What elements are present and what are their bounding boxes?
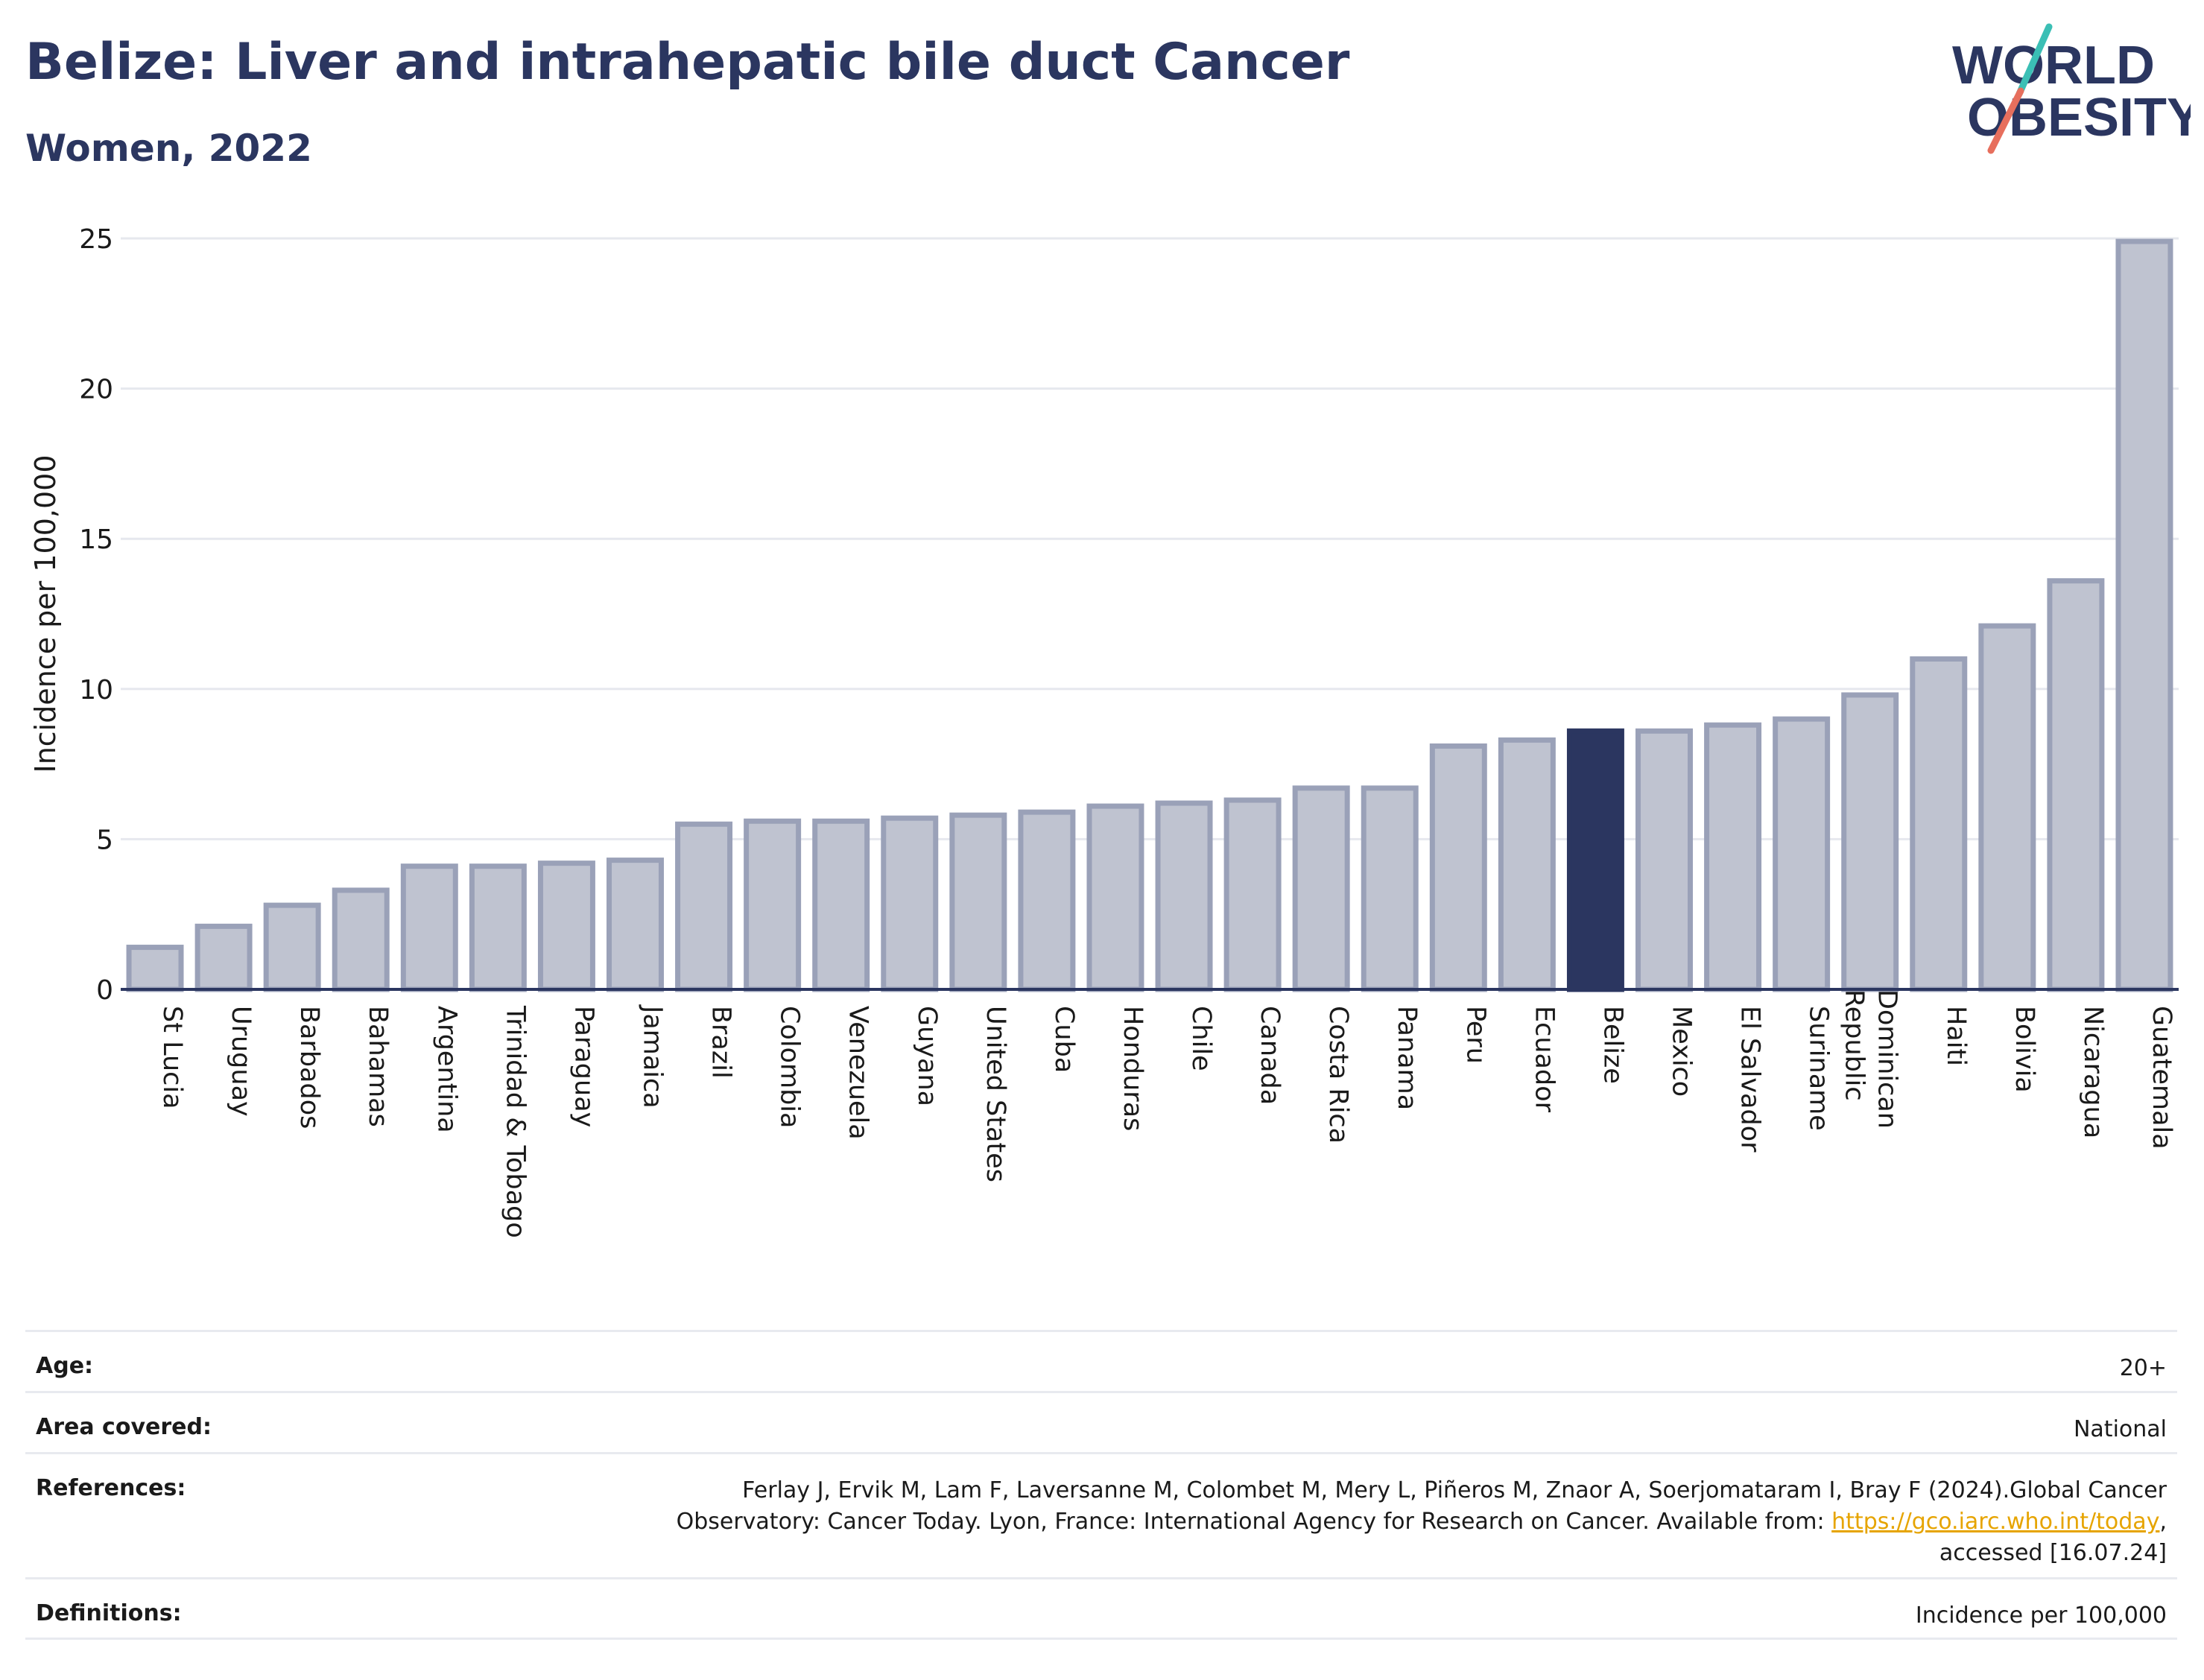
bar-argentina bbox=[400, 863, 458, 992]
bar-colombia bbox=[744, 818, 802, 992]
x-tick-label: Suriname bbox=[1804, 1006, 1834, 1131]
x-tick-label: Cuba bbox=[1049, 1006, 1079, 1073]
axes: 0 5 10 15 20 25 St Lucia Uruguay Barbados Bahamas… bbox=[79, 224, 2179, 1238]
x-tick-label: Argentina bbox=[431, 1006, 461, 1133]
x-tick-label: Costa Rica bbox=[1323, 1006, 1353, 1144]
y-tick-label: 15 bbox=[79, 524, 113, 555]
bar-cuba bbox=[1018, 809, 1076, 992]
x-tick-label: DominicanRepublic bbox=[1840, 989, 1902, 1129]
metadata-row-age: Age: 20+ bbox=[25, 1330, 2177, 1391]
chart-title: Belize: Liver and intrahepatic bile duct… bbox=[25, 33, 1350, 92]
bar-canada bbox=[1223, 797, 1282, 992]
y-tick-label: 25 bbox=[79, 224, 113, 255]
bar-st-lucia bbox=[126, 945, 184, 992]
x-tick-label: Canada bbox=[1255, 1006, 1285, 1105]
x-tick-label: Panama bbox=[1392, 1006, 1422, 1110]
logo-text-world: WORLD bbox=[1952, 36, 2155, 95]
y-tick-label: 5 bbox=[96, 825, 113, 855]
bar-honduras bbox=[1086, 803, 1144, 992]
x-tick-label: Ecuador bbox=[1529, 1006, 1559, 1113]
x-tick-label: Venezuela bbox=[843, 1006, 873, 1140]
x-tick-label: Barbados bbox=[294, 1006, 324, 1129]
y-axis-label: Incidence per 100,000 bbox=[29, 454, 62, 773]
x-tick-label: Brazil bbox=[706, 1006, 736, 1079]
bar-ecuador bbox=[1498, 737, 1556, 992]
y-tick-label: 0 bbox=[96, 975, 113, 1006]
bar-suriname bbox=[1773, 716, 1831, 992]
x-tick-label: Haiti bbox=[1941, 1006, 1971, 1066]
bar-chart: 0 5 10 15 20 25 St Lucia Uruguay Barbados Bahamas… bbox=[29, 224, 2179, 1238]
x-tick-label: Colombia bbox=[775, 1006, 805, 1128]
definitions-label: Definitions: bbox=[36, 1600, 182, 1626]
x-tick-label: Belize bbox=[1597, 1006, 1627, 1084]
x-tick-label: United States bbox=[981, 1006, 1010, 1182]
bar-bolivia bbox=[1978, 623, 2036, 992]
metadata-row-definitions: Definitions: Incidence per 100,000 bbox=[25, 1577, 2177, 1640]
bar-united-states bbox=[949, 812, 1007, 992]
bar-costa-rica bbox=[1292, 785, 1350, 992]
x-tick-label: Bolivia bbox=[2010, 1006, 2039, 1093]
bar-paraguay bbox=[537, 860, 595, 992]
x-tick-label: Bahamas bbox=[363, 1006, 393, 1127]
bar-uruguay bbox=[194, 923, 253, 992]
references-value: Ferlay J, Ervik M, Lam F, Laversanne M, … bbox=[602, 1475, 2167, 1569]
metadata-row-references: References: Ferlay J, Ervik M, Lam F, La… bbox=[25, 1452, 2177, 1577]
chart-subtitle: Women, 2022 bbox=[25, 127, 312, 170]
references-text: Ferlay J, Ervik M, Lam F, Laversanne M, … bbox=[676, 1477, 2167, 1535]
bar-nicaragua bbox=[2047, 578, 2105, 992]
definitions-value: Incidence per 100,000 bbox=[1915, 1603, 2167, 1629]
bar-peru bbox=[1429, 743, 1487, 992]
logo-slash-teal bbox=[2015, 23, 2053, 98]
bar-guyana bbox=[881, 815, 939, 992]
x-tick-label: Chile bbox=[1186, 1006, 1216, 1071]
bar-el-salvador bbox=[1704, 722, 1762, 992]
references-link[interactable]: https://gco.iarc.who.int/today bbox=[1831, 1509, 2160, 1535]
bar-haiti bbox=[1910, 656, 1968, 992]
age-value: 20+ bbox=[2119, 1355, 2167, 1381]
x-tick-label: St Lucia bbox=[157, 1006, 187, 1109]
x-tick-label: Nicaragua bbox=[2078, 1006, 2108, 1138]
metadata-table: Age: 20+ Area covered: National Referenc… bbox=[25, 1330, 2177, 1640]
bar-chile bbox=[1155, 800, 1213, 992]
bar-belize bbox=[1566, 728, 1624, 992]
bar-guatemala bbox=[2115, 238, 2173, 992]
x-tick-label: Guyana bbox=[912, 1006, 942, 1106]
bar-barbados bbox=[263, 902, 321, 992]
x-tick-label: Mexico bbox=[1667, 1006, 1697, 1097]
bar-jamaica bbox=[607, 858, 664, 992]
bar-mexico bbox=[1635, 728, 1693, 992]
x-tick-label: Honduras bbox=[1118, 1006, 1147, 1131]
references-label: References: bbox=[36, 1475, 186, 1501]
bar-trinidad-tobago bbox=[469, 863, 527, 992]
bar-brazil bbox=[675, 821, 733, 992]
bar-bahamas bbox=[332, 887, 390, 992]
world-obesity-logo: WORLD OBESITY bbox=[1952, 23, 2191, 154]
y-tick-label: 10 bbox=[79, 675, 113, 706]
area-label: Area covered: bbox=[36, 1414, 212, 1440]
x-tick-label: Trinidad & Tobago bbox=[500, 1005, 530, 1238]
x-tick-label: El Salvador bbox=[1735, 1006, 1765, 1153]
bar-panama bbox=[1361, 785, 1419, 992]
y-tick-label: 20 bbox=[79, 375, 113, 405]
x-tick-label: Guatemala bbox=[2147, 1006, 2176, 1150]
age-label: Age: bbox=[36, 1353, 94, 1379]
references-suffix: , accessed [16.07.24] bbox=[1939, 1509, 2167, 1566]
bar-dominican-republic bbox=[1841, 692, 1899, 992]
grid-lines bbox=[121, 237, 2179, 840]
metadata-row-area: Area covered: National bbox=[25, 1391, 2177, 1452]
x-tick-label: Jamaica bbox=[638, 1004, 668, 1109]
x-tick-label: Paraguay bbox=[569, 1006, 598, 1127]
logo-slash-coral bbox=[1987, 87, 2024, 154]
bars bbox=[126, 238, 2173, 992]
area-value: National bbox=[2073, 1416, 2167, 1442]
x-tick-label: Uruguay bbox=[226, 1006, 256, 1117]
x-tick-label: Peru bbox=[1460, 1006, 1490, 1064]
bar-venezuela bbox=[812, 818, 870, 992]
